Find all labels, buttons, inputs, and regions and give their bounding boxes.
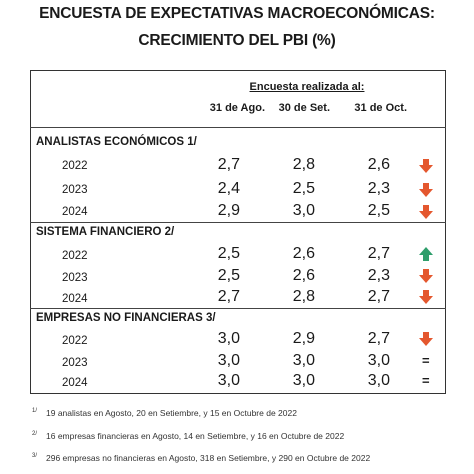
value-sep: 2,8 — [292, 288, 315, 305]
arrow-down-icon — [419, 183, 433, 197]
page-title-line-1: ENCUESTA DE EXPECTATIVAS MACROECONÓMICAS… — [39, 5, 435, 22]
arrow-up-icon — [419, 247, 433, 261]
equal-sign-icon: = — [422, 373, 430, 388]
value-aug: 2,5 — [217, 245, 240, 262]
value-oct: 3,0 — [367, 372, 390, 389]
year-label: 2024 — [62, 377, 88, 389]
column-header-oct: 31 de Oct. — [354, 102, 407, 114]
column-header-aug: 31 de Ago. — [209, 102, 265, 114]
value-sep: 2,6 — [292, 267, 315, 284]
value-aug: 2,5 — [217, 267, 240, 284]
value-sep: 2,6 — [292, 245, 315, 262]
footnote-2: 2/16 empresas financieras en Agosto, 14 … — [32, 431, 344, 441]
footnote-text: 296 empresas no financieras en Agosto, 3… — [46, 453, 371, 463]
value-aug: 3,0 — [217, 352, 240, 369]
section-divider — [30, 308, 446, 309]
year-label: 2024 — [62, 293, 88, 305]
value-aug: 2,7 — [217, 156, 240, 173]
year-label: 2023 — [62, 357, 88, 369]
value-oct: 2,7 — [367, 288, 390, 305]
value-oct: 2,3 — [367, 180, 390, 197]
value-aug: 2,4 — [217, 180, 240, 197]
year-label: 2024 — [62, 206, 88, 218]
value-oct: 2,5 — [367, 202, 390, 219]
year-label: 2022 — [62, 335, 88, 347]
arrow-down-icon — [419, 290, 433, 304]
value-oct: 2,7 — [367, 245, 390, 262]
year-label: 2023 — [62, 272, 88, 284]
year-label: 2022 — [62, 160, 88, 172]
equal-sign-icon: = — [422, 353, 430, 368]
section-title-empresas-no-financieras: EMPRESAS NO FINANCIERAS 3/ — [36, 312, 216, 324]
arrow-down-icon — [419, 269, 433, 283]
header-divider — [30, 127, 446, 128]
section-title-sistema-financiero: SISTEMA FINANCIERO 2/ — [36, 226, 175, 238]
arrow-down-icon — [419, 205, 433, 219]
value-sep: 3,0 — [292, 352, 315, 369]
value-sep: 3,0 — [292, 372, 315, 389]
footnote-mark: 1/ — [32, 408, 38, 414]
page-title-line-2: CRECIMIENTO DEL PBI (%) — [138, 32, 336, 49]
footnote-mark: 2/ — [32, 431, 38, 437]
value-aug: 3,0 — [217, 372, 240, 389]
value-oct: 2,7 — [367, 330, 390, 347]
value-sep: 2,9 — [292, 330, 315, 347]
section-title-analistas: ANALISTAS ECONÓMICOS 1/ — [36, 136, 197, 148]
footnote-3: 3/296 empresas no financieras en Agosto,… — [32, 453, 370, 463]
arrow-down-icon — [419, 332, 433, 346]
value-sep: 2,5 — [292, 180, 315, 197]
value-aug: 3,0 — [217, 330, 240, 347]
survey-date-group-header: Encuesta realizada al: — [249, 81, 365, 93]
value-aug: 2,7 — [217, 288, 240, 305]
footnote-1: 1/19 analistas en Agosto, 20 en Setiembr… — [32, 408, 297, 418]
footnote-mark: 3/ — [32, 453, 38, 459]
footnote-text: 16 empresas financieras en Agosto, 14 en… — [46, 431, 345, 441]
value-aug: 2,9 — [217, 202, 240, 219]
value-sep: 2,8 — [292, 156, 315, 173]
value-oct: 2,3 — [367, 267, 390, 284]
table-frame — [30, 70, 446, 394]
section-divider — [30, 222, 446, 223]
year-label: 2022 — [62, 250, 88, 262]
arrow-down-icon — [419, 159, 433, 173]
year-label: 2023 — [62, 184, 88, 196]
value-oct: 3,0 — [367, 352, 390, 369]
value-oct: 2,6 — [367, 156, 390, 173]
footnote-text: 19 analistas en Agosto, 20 en Setiembre,… — [46, 408, 297, 418]
value-sep: 3,0 — [292, 202, 315, 219]
column-header-sep: 30 de Set. — [278, 102, 330, 114]
